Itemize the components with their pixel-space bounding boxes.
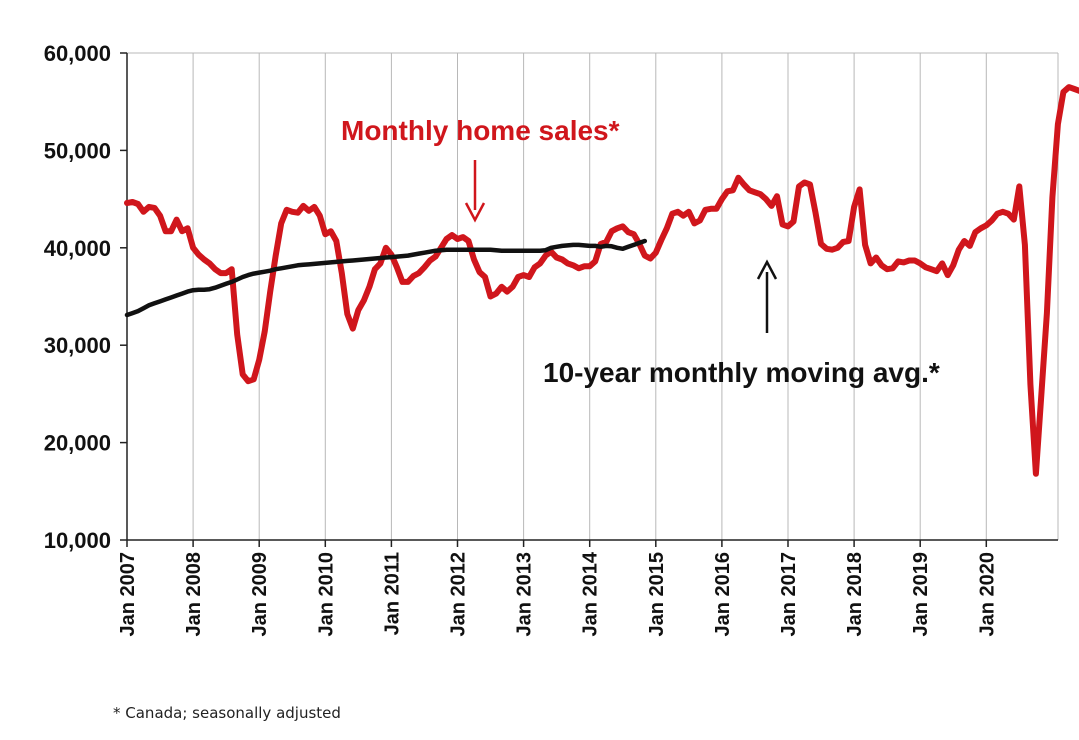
- series-line-moving-average: [124, 238, 648, 318]
- x-tick-label: Jan 2011: [381, 552, 403, 635]
- series-line-monthly-home-sales: [124, 84, 1079, 477]
- y-tick-label: 30,000: [44, 333, 111, 358]
- series-lines: [124, 84, 1079, 477]
- y-axis-ticks: 10,000 20,000 30,000 40,000 50,000 60,000: [44, 41, 127, 553]
- x-tick-label: Jan 2017: [778, 552, 800, 637]
- y-tick-label: 40,000: [44, 236, 111, 261]
- x-tick-label: Jan 2009: [249, 552, 271, 637]
- grid-lines: [126, 52, 1059, 540]
- x-tick-label: Jan 2014: [580, 551, 602, 636]
- avg-annotation-label: 10-year monthly moving avg.*: [543, 357, 940, 388]
- avg-annotation-arrow-head: [756, 259, 778, 280]
- x-tick-label: Jan 2015: [646, 552, 668, 637]
- x-tick-label: Jan 2007: [117, 552, 139, 637]
- x-tick-label: Jan 2008: [183, 552, 205, 637]
- axes: [126, 53, 1058, 541]
- y-tick-label: 10,000: [44, 528, 111, 553]
- x-tick-label: Jan 2018: [844, 552, 866, 637]
- y-tick-label: 50,000: [44, 138, 111, 163]
- y-tick-label: 60,000: [44, 41, 111, 66]
- sales-annotation-arrow-head: [464, 202, 486, 223]
- x-tick-label: Jan 2020: [976, 552, 998, 637]
- x-tick-label: Jan 2012: [448, 552, 470, 637]
- x-tick-label: Jan 2010: [315, 552, 337, 637]
- x-tick-label: Jan 2019: [910, 552, 932, 637]
- footnote: * Canada; seasonally adjusted: [113, 704, 341, 722]
- x-tick-label: Jan 2016: [712, 552, 734, 637]
- x-tick-label: Jan 2013: [514, 552, 536, 637]
- y-tick-label: 20,000: [44, 431, 111, 456]
- sales-annotation-label: Monthly home sales*: [341, 115, 620, 146]
- annotations: Monthly home sales* 10-year monthly movi…: [341, 115, 940, 388]
- x-axis-ticks: Jan 2007 Jan 2008 Jan 2009 Jan 2010 Jan 2011…: [117, 540, 998, 637]
